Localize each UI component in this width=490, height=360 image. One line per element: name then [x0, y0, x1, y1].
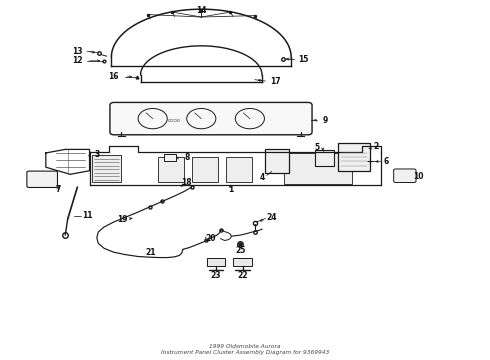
Text: 8: 8: [185, 153, 190, 162]
FancyBboxPatch shape: [207, 258, 225, 266]
Text: 14: 14: [196, 6, 206, 15]
Text: 6: 6: [383, 157, 389, 166]
Text: 11: 11: [82, 211, 92, 220]
Text: 15: 15: [298, 54, 309, 63]
FancyBboxPatch shape: [27, 171, 57, 188]
Text: 23: 23: [211, 271, 221, 280]
Text: 18: 18: [181, 178, 192, 187]
Text: 24: 24: [267, 213, 277, 222]
Text: 12: 12: [72, 56, 83, 65]
Text: 20: 20: [206, 234, 216, 243]
FancyBboxPatch shape: [110, 103, 312, 135]
Text: 17: 17: [270, 77, 280, 86]
FancyBboxPatch shape: [233, 258, 252, 266]
Text: 19: 19: [117, 215, 128, 224]
Text: 3: 3: [94, 150, 99, 159]
Text: 2: 2: [373, 142, 379, 151]
FancyBboxPatch shape: [192, 157, 218, 182]
Text: 13: 13: [72, 47, 83, 56]
Text: 7: 7: [55, 185, 61, 194]
Text: 4: 4: [259, 173, 265, 182]
FancyBboxPatch shape: [284, 153, 352, 184]
Text: 25: 25: [235, 246, 245, 255]
FancyBboxPatch shape: [338, 143, 370, 171]
FancyBboxPatch shape: [393, 169, 416, 183]
FancyBboxPatch shape: [92, 155, 121, 182]
Text: 1: 1: [228, 185, 233, 194]
FancyBboxPatch shape: [225, 157, 252, 182]
Text: 5: 5: [315, 143, 319, 152]
Text: 10: 10: [413, 172, 424, 181]
Text: 21: 21: [145, 248, 155, 257]
Text: 9: 9: [322, 116, 328, 125]
Text: OOOO: OOOO: [168, 119, 181, 123]
Text: 22: 22: [237, 271, 248, 280]
Text: 1999 Oldsmobile Aurora
Instrument Panel Cluster Assembly Diagram for 9369943: 1999 Oldsmobile Aurora Instrument Panel …: [161, 344, 329, 355]
FancyBboxPatch shape: [316, 150, 334, 166]
FancyBboxPatch shape: [266, 149, 289, 173]
FancyBboxPatch shape: [164, 154, 176, 161]
Text: 16: 16: [109, 72, 119, 81]
FancyBboxPatch shape: [158, 157, 184, 182]
